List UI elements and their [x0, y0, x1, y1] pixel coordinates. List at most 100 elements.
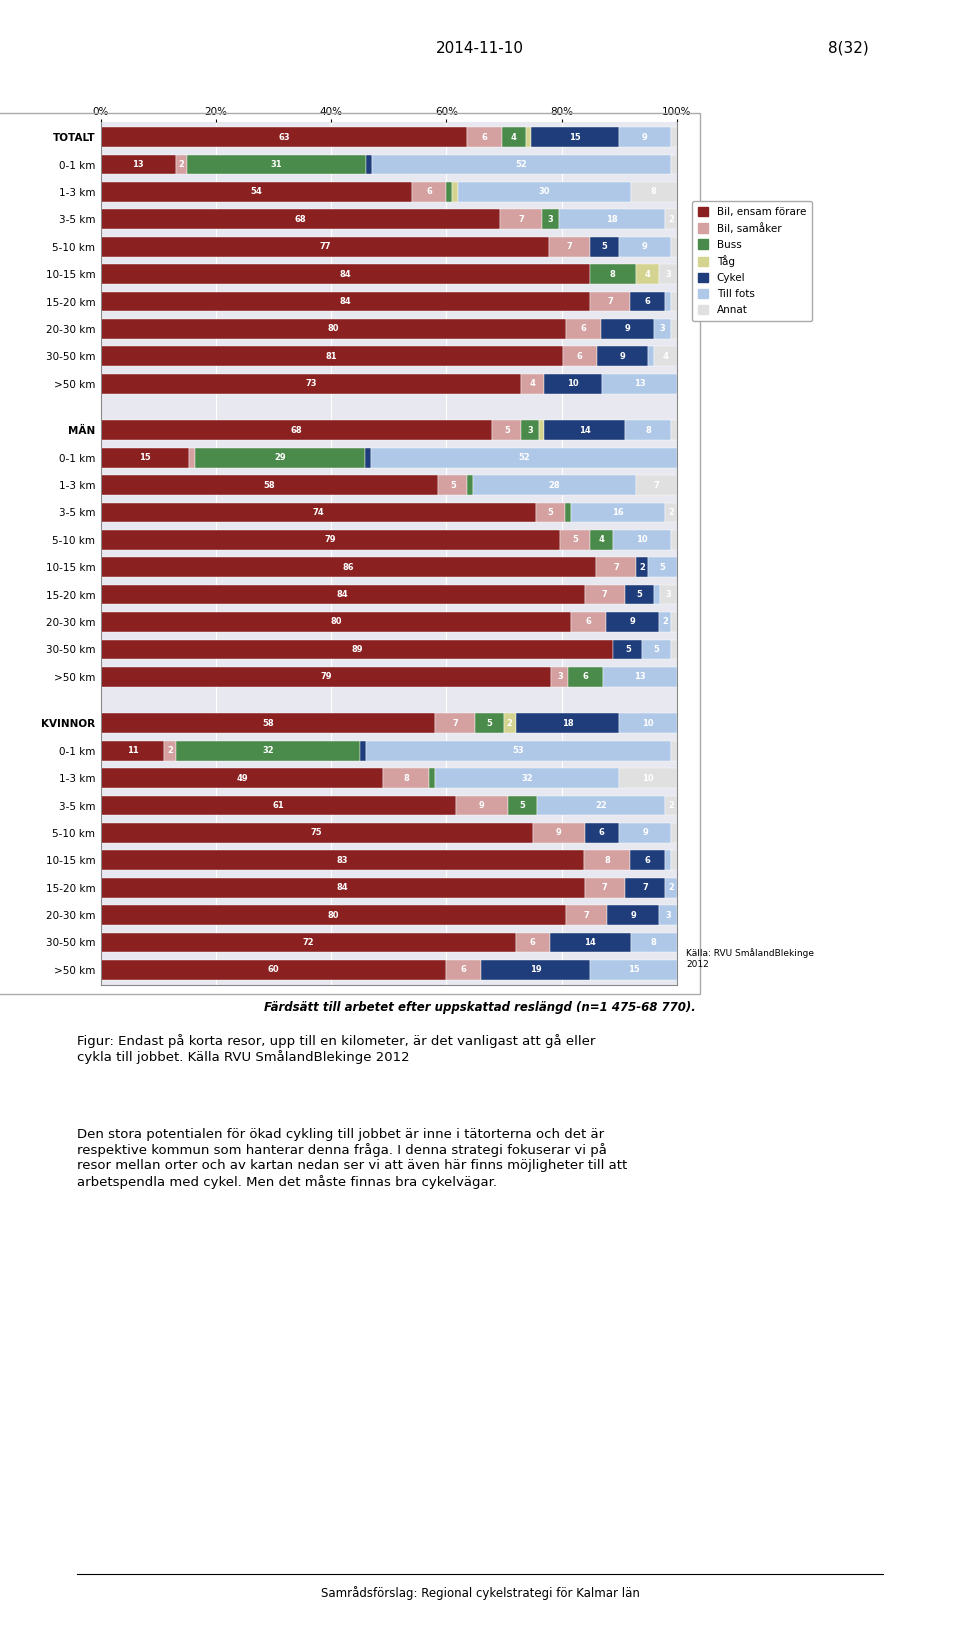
- Bar: [533, 824, 585, 843]
- Text: 79: 79: [324, 536, 336, 544]
- Text: 5: 5: [519, 801, 525, 811]
- Bar: [660, 264, 677, 283]
- Text: 6: 6: [461, 965, 467, 975]
- Text: 80: 80: [330, 617, 342, 627]
- Text: 3: 3: [557, 672, 563, 681]
- Text: 2: 2: [668, 884, 674, 892]
- Text: 6: 6: [599, 829, 605, 837]
- Text: 4: 4: [530, 379, 536, 387]
- Bar: [101, 347, 563, 366]
- Bar: [613, 640, 642, 659]
- Bar: [439, 475, 468, 495]
- Bar: [544, 374, 602, 394]
- Text: 86: 86: [343, 563, 354, 571]
- Text: 68: 68: [291, 427, 302, 435]
- Bar: [563, 347, 597, 366]
- Bar: [539, 420, 544, 440]
- Bar: [525, 127, 531, 147]
- Bar: [101, 557, 596, 576]
- Text: 9: 9: [631, 910, 636, 920]
- Bar: [618, 236, 671, 257]
- Bar: [508, 796, 538, 816]
- Text: 5: 5: [654, 645, 660, 654]
- Bar: [671, 155, 677, 174]
- Bar: [560, 210, 665, 230]
- Text: 75: 75: [311, 829, 323, 837]
- Bar: [671, 824, 677, 843]
- Text: 68: 68: [295, 215, 306, 223]
- Text: 84: 84: [339, 270, 351, 278]
- Bar: [619, 824, 671, 843]
- Bar: [101, 155, 176, 174]
- Bar: [566, 319, 601, 339]
- Bar: [603, 667, 677, 687]
- Text: 6: 6: [645, 856, 651, 864]
- Text: 72: 72: [302, 938, 314, 947]
- Bar: [618, 127, 671, 147]
- Text: 7: 7: [584, 910, 589, 920]
- Bar: [671, 319, 677, 339]
- Bar: [541, 210, 560, 230]
- Bar: [585, 877, 625, 897]
- Bar: [671, 127, 677, 147]
- Bar: [101, 741, 164, 760]
- Text: Färdsätt till arbetet efter uppskattad reslängd (n=1 475-68 770).: Färdsätt till arbetet efter uppskattad r…: [264, 1001, 696, 1014]
- Text: 2: 2: [167, 746, 173, 755]
- Bar: [619, 768, 677, 788]
- Bar: [619, 713, 677, 733]
- Text: 3: 3: [665, 270, 671, 278]
- Bar: [585, 584, 625, 604]
- Bar: [654, 319, 671, 339]
- Bar: [516, 713, 619, 733]
- Text: 8(32): 8(32): [828, 41, 869, 55]
- Text: 6: 6: [530, 938, 536, 947]
- Text: 6: 6: [583, 672, 588, 681]
- Bar: [550, 933, 631, 952]
- Text: 3: 3: [527, 427, 533, 435]
- Bar: [584, 850, 631, 871]
- Bar: [101, 584, 585, 604]
- Text: 7: 7: [452, 720, 458, 728]
- Bar: [654, 347, 677, 366]
- Bar: [101, 961, 446, 980]
- Bar: [665, 850, 671, 871]
- Text: 5: 5: [547, 508, 553, 518]
- Text: 6: 6: [586, 617, 591, 627]
- Text: 7: 7: [613, 563, 619, 571]
- Bar: [660, 584, 677, 604]
- Text: 77: 77: [319, 243, 330, 251]
- Bar: [366, 741, 671, 760]
- Text: 18: 18: [607, 215, 618, 223]
- Text: 53: 53: [513, 746, 524, 755]
- Bar: [602, 374, 677, 394]
- Text: 29: 29: [275, 453, 286, 462]
- Text: 22: 22: [595, 801, 607, 811]
- Text: 81: 81: [326, 352, 338, 361]
- Bar: [435, 768, 619, 788]
- Text: 13: 13: [634, 379, 645, 387]
- Text: 5: 5: [636, 589, 642, 599]
- Bar: [566, 905, 607, 925]
- Text: 58: 58: [264, 480, 276, 490]
- Bar: [631, 850, 665, 871]
- Bar: [473, 475, 636, 495]
- Text: 4: 4: [598, 536, 604, 544]
- Bar: [671, 741, 677, 760]
- Bar: [660, 612, 671, 632]
- Text: 13: 13: [132, 160, 144, 169]
- Text: 84: 84: [337, 589, 348, 599]
- Bar: [101, 291, 589, 311]
- Bar: [176, 155, 187, 174]
- Bar: [468, 127, 502, 147]
- Bar: [101, 420, 492, 440]
- Text: 2: 2: [507, 720, 513, 728]
- Bar: [101, 768, 383, 788]
- Text: 7: 7: [642, 884, 648, 892]
- Text: 83: 83: [337, 856, 348, 864]
- Bar: [101, 796, 456, 816]
- Text: 6: 6: [645, 296, 651, 306]
- Text: 15: 15: [628, 965, 639, 975]
- Text: 32: 32: [262, 746, 274, 755]
- Bar: [648, 347, 654, 366]
- Bar: [665, 796, 677, 816]
